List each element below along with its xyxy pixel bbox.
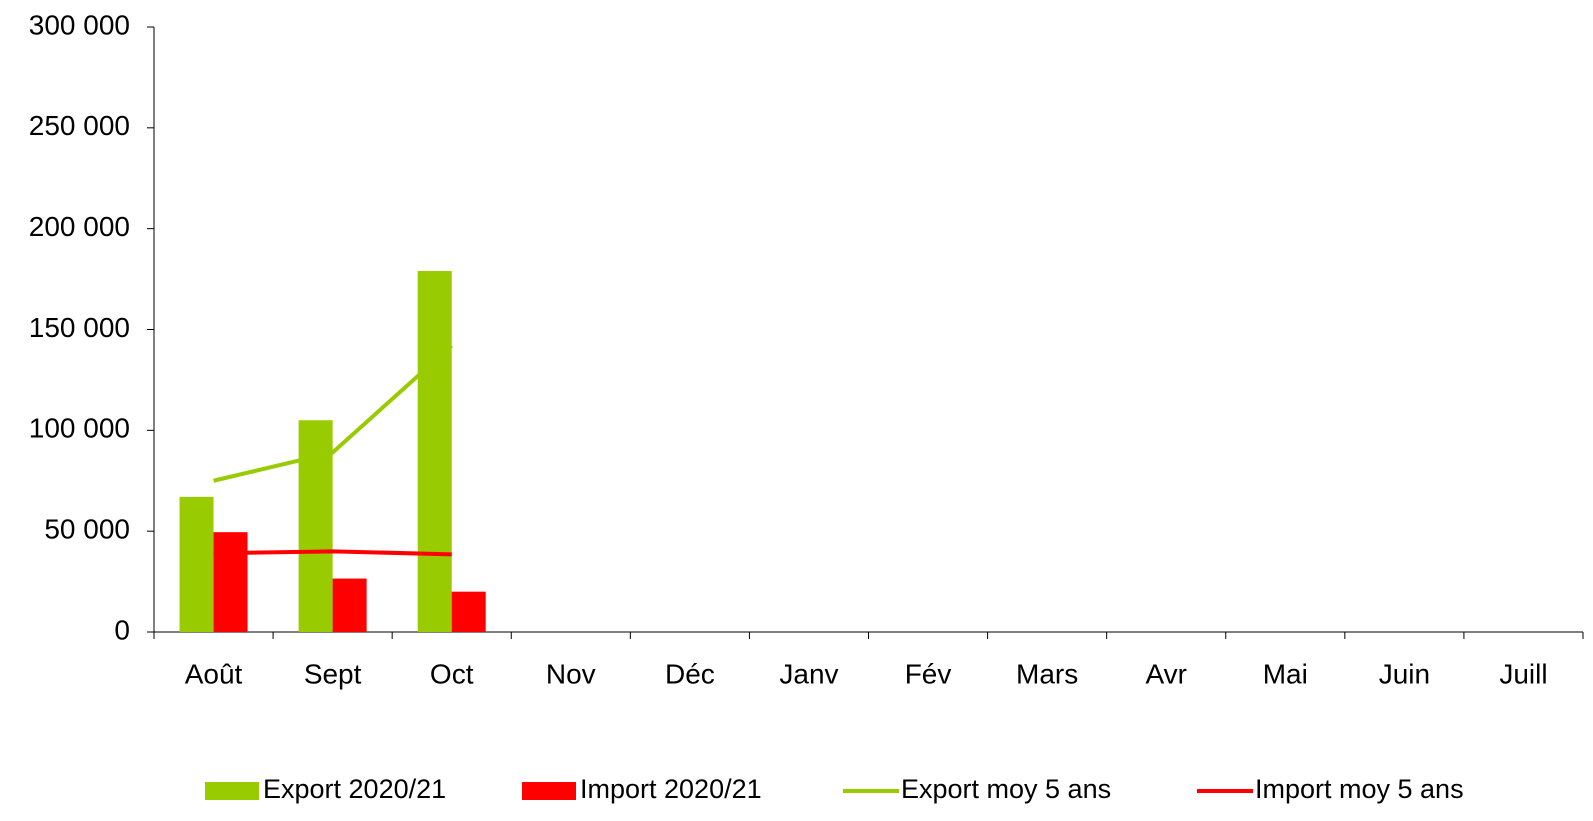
x-tick-label: Mars [1016, 658, 1078, 689]
x-tick-label: Sept [304, 658, 362, 689]
x-tick-label: Juin [1379, 658, 1430, 689]
bar [179, 496, 214, 632]
line [213, 344, 454, 483]
bar [417, 271, 452, 632]
y-tick-label: 0 [114, 614, 130, 645]
line [213, 549, 452, 557]
x-tick-label: Fév [905, 658, 952, 689]
x-tick-label: Mai [1263, 658, 1308, 689]
bar [451, 591, 486, 632]
x-tick-label: Avr [1145, 658, 1187, 689]
legend-label: Export 2020/21 [263, 774, 446, 804]
x-tick-label: Juill [1499, 658, 1547, 689]
legend-swatch [205, 782, 259, 800]
y-tick-label: 150 000 [29, 312, 130, 343]
legend-label: Export moy 5 ans [901, 774, 1111, 804]
x-tick-label: Nov [546, 658, 596, 689]
y-tick-label: 300 000 [29, 9, 130, 40]
x-tick-label: Oct [430, 658, 474, 689]
bar [213, 532, 248, 632]
y-tick-label: 200 000 [29, 211, 130, 242]
x-tick-label: Déc [665, 658, 715, 689]
x-tick-label: Août [185, 658, 243, 689]
legend-label: Import 2020/21 [580, 774, 762, 804]
x-tick-label: Janv [779, 658, 838, 689]
y-tick-label: 250 000 [29, 110, 130, 141]
y-tick-label: 50 000 [44, 514, 130, 545]
bar [332, 578, 367, 632]
legend-label: Import moy 5 ans [1255, 774, 1464, 804]
legend-swatch [522, 782, 576, 800]
y-tick-label: 100 000 [29, 413, 130, 444]
